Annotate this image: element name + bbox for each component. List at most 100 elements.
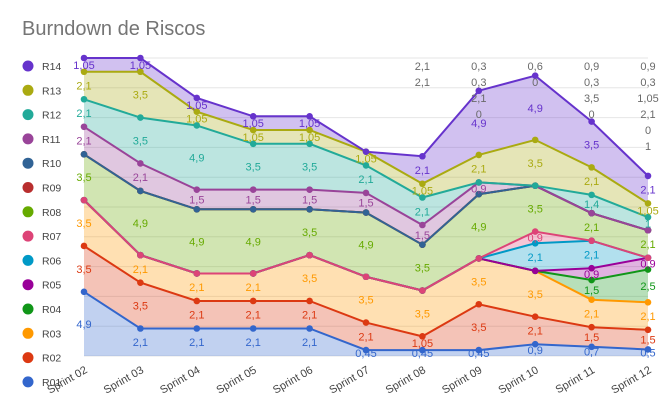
- legend-item-r05[interactable]: R05: [22, 279, 62, 292]
- point-r02-7[interactable]: [475, 300, 483, 308]
- point-r10-6[interactable]: [419, 241, 426, 248]
- legend-item-r12[interactable]: R12: [22, 109, 62, 122]
- point-r11-5[interactable]: [362, 189, 370, 197]
- point-r02-2[interactable]: [193, 297, 201, 305]
- point-r14-3[interactable]: [249, 112, 257, 120]
- point-r13-8[interactable]: [531, 136, 539, 144]
- legend-item-r01[interactable]: R01: [22, 376, 62, 389]
- point-r13-3[interactable]: [249, 126, 257, 134]
- point-r14-4[interactable]: [306, 112, 313, 120]
- point-r10-5[interactable]: [362, 209, 370, 216]
- point-r05-9[interactable]: [588, 264, 595, 272]
- point-r02-6[interactable]: [419, 333, 426, 340]
- point-r07-2[interactable]: [193, 270, 201, 277]
- point-r13-7[interactable]: [475, 151, 483, 159]
- point-r10-2[interactable]: [193, 205, 201, 213]
- point-r13-1[interactable]: [137, 68, 144, 76]
- point-r07-9[interactable]: [588, 237, 595, 245]
- point-r12-3[interactable]: [249, 140, 257, 148]
- legend-item-r06[interactable]: R06: [22, 254, 62, 268]
- point-r03-10[interactable]: [644, 298, 652, 306]
- point-r02-1[interactable]: [137, 279, 144, 286]
- point-r12-9[interactable]: [588, 191, 595, 199]
- point-r01-5[interactable]: [362, 346, 370, 354]
- point-r14-8[interactable]: [531, 72, 539, 79]
- point-r01-3[interactable]: [249, 325, 257, 332]
- point-r11-0[interactable]: [80, 123, 88, 131]
- point-r11-2[interactable]: [193, 186, 201, 193]
- point-r02-0[interactable]: [80, 242, 88, 250]
- point-r02-9[interactable]: [588, 323, 595, 331]
- point-r11-6[interactable]: [419, 221, 426, 229]
- point-r10-7[interactable]: [475, 190, 483, 198]
- point-r04-10[interactable]: [644, 266, 652, 273]
- point-r01-4[interactable]: [306, 325, 313, 332]
- point-r02-8[interactable]: [531, 313, 539, 321]
- point-r02-10[interactable]: [644, 326, 652, 334]
- point-r07-10[interactable]: [644, 254, 652, 262]
- point-r07-1[interactable]: [137, 251, 144, 259]
- point-r14-0[interactable]: [80, 54, 88, 62]
- point-r02-4[interactable]: [306, 297, 313, 305]
- point-r07-4[interactable]: [306, 251, 313, 259]
- point-r14-10[interactable]: [644, 172, 652, 180]
- point-r13-9[interactable]: [588, 164, 595, 171]
- point-r10-0[interactable]: [80, 150, 88, 158]
- point-r12-4[interactable]: [306, 140, 313, 148]
- point-r12-7[interactable]: [475, 179, 483, 186]
- point-r14-7[interactable]: [475, 87, 483, 95]
- point-r11-3[interactable]: [249, 186, 257, 193]
- point-r10-1[interactable]: [137, 187, 144, 195]
- point-r03-9[interactable]: [588, 296, 595, 303]
- point-r11-4[interactable]: [306, 186, 313, 193]
- point-r13-6[interactable]: [419, 180, 426, 188]
- legend-item-r10[interactable]: R10: [22, 157, 62, 171]
- point-r07-8[interactable]: [531, 228, 539, 235]
- legend-item-r04[interactable]: R04: [22, 303, 62, 317]
- point-r06-8[interactable]: [531, 240, 539, 247]
- legend-item-r02[interactable]: R02: [22, 352, 62, 365]
- point-r12-6[interactable]: [419, 194, 426, 201]
- point-r01-7[interactable]: [475, 346, 483, 354]
- point-r07-3[interactable]: [249, 270, 257, 277]
- point-r07-6[interactable]: [419, 287, 426, 294]
- point-r13-4[interactable]: [306, 126, 313, 134]
- point-r01-0[interactable]: [80, 288, 88, 296]
- legend-item-r08[interactable]: R08: [22, 206, 62, 219]
- point-r04-9[interactable]: [588, 276, 595, 284]
- point-r10-3[interactable]: [249, 205, 257, 213]
- point-r12-5[interactable]: [362, 162, 370, 169]
- legend-item-r11[interactable]: R11: [22, 133, 61, 146]
- legend-item-r07[interactable]: R07: [22, 230, 62, 244]
- point-r14-5[interactable]: [362, 148, 370, 155]
- point-r14-1[interactable]: [137, 54, 144, 62]
- point-r12-1[interactable]: [137, 114, 144, 121]
- point-r12-8[interactable]: [531, 182, 539, 190]
- point-r13-10[interactable]: [644, 200, 652, 207]
- point-r13-0[interactable]: [80, 68, 88, 76]
- point-r01-6[interactable]: [419, 346, 426, 354]
- point-r14-2[interactable]: [193, 94, 201, 102]
- point-r07-5[interactable]: [362, 273, 370, 281]
- point-r12-0[interactable]: [80, 95, 88, 103]
- legend-item-r13[interactable]: R13: [22, 84, 62, 98]
- point-r01-1[interactable]: [137, 325, 144, 332]
- point-r12-10[interactable]: [644, 213, 652, 221]
- point-r05-8[interactable]: [531, 267, 539, 275]
- point-r07-7[interactable]: [475, 255, 483, 262]
- point-r01-9[interactable]: [588, 343, 595, 351]
- point-r11-1[interactable]: [137, 160, 144, 167]
- legend-item-r09[interactable]: R09: [22, 182, 62, 195]
- legend-item-r03[interactable]: R03: [22, 327, 62, 341]
- point-r11-9[interactable]: [588, 209, 595, 217]
- point-r13-2[interactable]: [193, 108, 201, 116]
- point-r11-10[interactable]: [644, 226, 652, 234]
- point-r07-0[interactable]: [80, 196, 88, 204]
- point-r02-3[interactable]: [249, 297, 257, 305]
- point-r02-5[interactable]: [362, 319, 370, 326]
- point-r01-8[interactable]: [531, 340, 539, 348]
- legend-item-r14[interactable]: R14: [22, 60, 62, 74]
- point-r14-6[interactable]: [419, 152, 426, 160]
- point-r01-2[interactable]: [193, 325, 201, 332]
- point-r01-10[interactable]: [644, 346, 652, 353]
